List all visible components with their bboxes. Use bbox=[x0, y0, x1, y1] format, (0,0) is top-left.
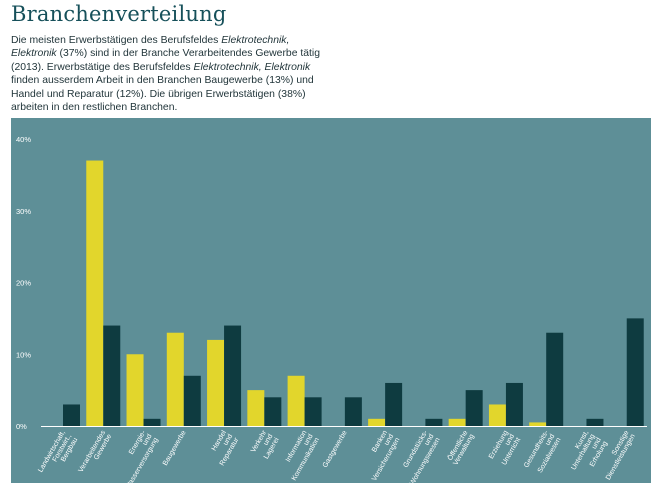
x-tick-label: Landwirtschaft,Forstwirt.,Bergbau bbox=[37, 429, 79, 481]
bar-series-1 bbox=[166, 332, 184, 426]
bar-series-2 bbox=[264, 397, 282, 426]
x-tick-label: VerarbeitendesGewerbe bbox=[78, 429, 114, 477]
x-tick-label: ErziehungundUnterricht bbox=[488, 429, 522, 467]
x-tick-label: Gastgewerbe bbox=[322, 429, 349, 469]
page-title: Branchenverteilung bbox=[11, 2, 227, 26]
bar-series-2 bbox=[143, 418, 161, 426]
intro-field-b: Elektrotechnik, Elektronik bbox=[193, 61, 311, 73]
bar-series-2 bbox=[546, 332, 564, 426]
bar-series-2 bbox=[344, 397, 362, 426]
x-tick-label: VerkehrundLagerei bbox=[250, 429, 281, 461]
x-tick-label: Kunst,UnterhaltungundErholung bbox=[564, 429, 609, 478]
bar-series-2 bbox=[63, 404, 80, 426]
bar-series-1 bbox=[448, 418, 466, 426]
bar-series-2 bbox=[224, 325, 242, 426]
bar-series-2 bbox=[626, 318, 644, 426]
x-tick-label: BankenundVersicherungen bbox=[359, 429, 402, 482]
bar-series-2 bbox=[505, 382, 523, 426]
x-tick-label: Gesundheits-undSozialwesen bbox=[523, 429, 563, 476]
bar-chart: 0% 10% 20% 30% 40% Landwirtschaft,Forstwirt.,… bbox=[16, 135, 647, 483]
x-tick-label: Baugewerbe bbox=[162, 429, 188, 467]
y-tick-label: 30% bbox=[16, 207, 31, 216]
bar-series-2 bbox=[385, 382, 403, 426]
y-tick-label: 10% bbox=[16, 350, 31, 359]
y-tick-label: 40% bbox=[16, 135, 31, 144]
bar-series-1 bbox=[488, 404, 506, 426]
x-tick-label: InformationundKommunikation bbox=[278, 429, 321, 482]
y-tick-label: 20% bbox=[16, 279, 31, 288]
chart-panel: 0% 10% 20% 30% 40% Landwirtschaft,Forstwirt.,… bbox=[11, 118, 651, 483]
intro-text-1: Die meisten Erwerbstätigen des Berufsfel… bbox=[11, 35, 222, 46]
bar-series-2 bbox=[465, 390, 483, 426]
bar-series-2 bbox=[183, 375, 201, 426]
bar-series-1 bbox=[368, 418, 386, 426]
bar-series-1 bbox=[287, 375, 305, 426]
intro-paragraph: Die meisten Erwerbstätigen des Berufsfel… bbox=[11, 34, 321, 114]
x-tick-label: Energie-undWasserversorgung bbox=[112, 429, 160, 483]
x-tick-label: Grundstücks-undWohnungswesen bbox=[396, 429, 442, 483]
y-tick-label: 0% bbox=[16, 422, 27, 431]
bar-series-2 bbox=[304, 397, 322, 426]
bar-series-2 bbox=[586, 418, 604, 426]
bar-series-1 bbox=[247, 390, 265, 426]
bar-series-2 bbox=[425, 418, 443, 426]
bar-series-1 bbox=[86, 160, 104, 426]
bar-series-2 bbox=[103, 325, 121, 426]
intro-text-3: finden ausserdem Arbeit in den Branchen … bbox=[11, 75, 314, 114]
bar-series-1 bbox=[126, 354, 144, 426]
intro-text-2: (37%) sind in der Branche Verarbeitendes… bbox=[11, 48, 321, 73]
x-tick-label: ÖffentlicheVerwaltung bbox=[445, 429, 476, 467]
x-tick-label: HandelundReparatur bbox=[206, 429, 240, 467]
bar-series-1 bbox=[529, 422, 547, 426]
bar-series-1 bbox=[207, 339, 225, 426]
intro-field-a: Elektrotechnik, Elektronik bbox=[11, 35, 290, 60]
x-tick-label: SonstigeDienstleistungen bbox=[599, 429, 637, 481]
